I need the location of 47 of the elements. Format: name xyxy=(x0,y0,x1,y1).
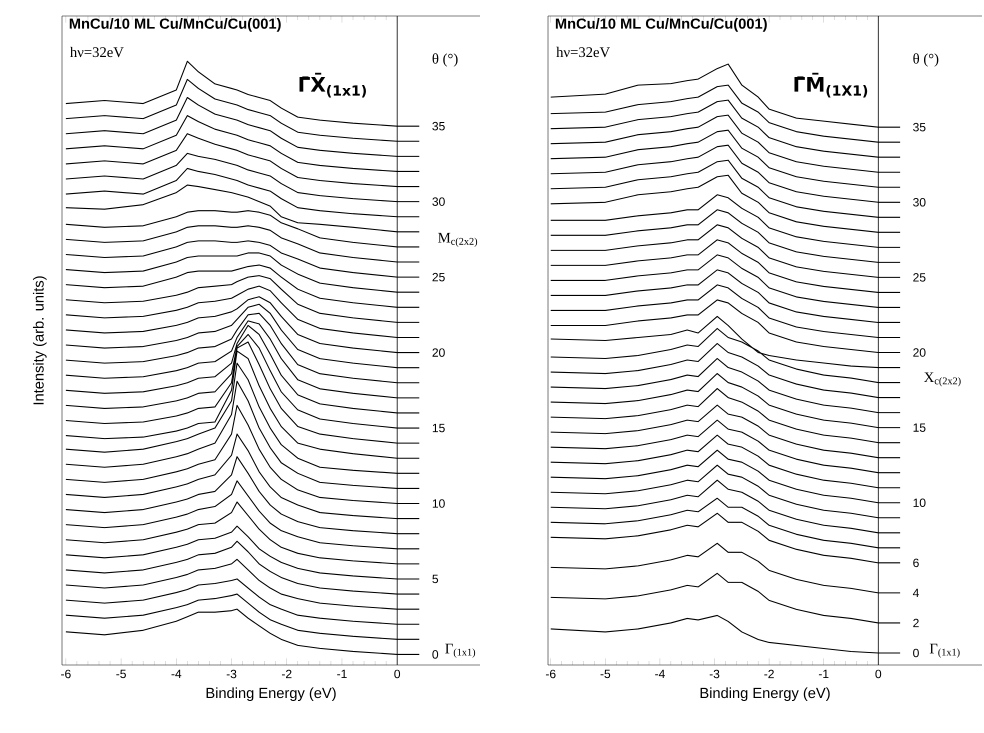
x-tick-label: -1 xyxy=(337,670,347,678)
y-tick-label: 10 xyxy=(914,498,926,508)
y-tick-label: 6 xyxy=(913,558,919,568)
x-tick-label: -2 xyxy=(764,670,774,678)
x-tick-label: -5 xyxy=(600,670,610,678)
y-tick-label: 10 xyxy=(432,499,445,508)
y-tick-label: 5 xyxy=(432,574,438,584)
annotation: Γ$_{(1x1)}$ xyxy=(445,644,476,658)
x-tick-label: -5 xyxy=(116,670,126,678)
annotation: Γ̄M̄$_{(1X1)}$ xyxy=(794,72,868,98)
chart-title: MnCu/10 ML Cu/MnCu/Cu(001) xyxy=(556,18,767,32)
x-axis-title: Binding Energy (eV) xyxy=(700,687,830,702)
chart-title: MnCu/10 ML Cu/MnCu/Cu(001) xyxy=(70,18,281,32)
y-tick-label: 2 xyxy=(913,618,919,628)
y-tick-label: 25 xyxy=(913,273,926,282)
x-tick-label: 0 xyxy=(875,670,882,678)
y-tick-label: 35 xyxy=(913,122,926,132)
y-tick-label: 30 xyxy=(432,197,445,206)
annotation: Γ̄X̄$_{(1x1)}$ xyxy=(300,72,366,98)
y-axis-title: Intensity (arb. units) xyxy=(32,276,47,404)
x-tick-label: -2 xyxy=(282,670,292,678)
y-tick-label: 15 xyxy=(914,423,926,432)
x-tick-label: -4 xyxy=(172,670,182,678)
y-tick-label: 15 xyxy=(432,424,445,432)
x-tick-label: -6 xyxy=(61,670,71,678)
y2-axis-title: θ (°) xyxy=(432,53,458,67)
y-tick-label: 35 xyxy=(432,122,445,130)
y-tick-label: 4 xyxy=(912,588,919,598)
x-tick-label: -3 xyxy=(710,670,720,678)
annotation: Γ$_{(1x1)}$ xyxy=(930,644,960,658)
y2-axis-title: θ (°) xyxy=(913,53,938,67)
y-tick-label: 30 xyxy=(913,198,926,207)
x-tick-label: -4 xyxy=(655,670,665,678)
x-tick-label: -6 xyxy=(546,670,556,678)
annotation: hν=32eV xyxy=(556,46,610,58)
x-tick-label: -1 xyxy=(818,670,828,678)
annotation: X$_{c(2x2)}$ xyxy=(924,372,961,386)
y-tick-label: 20 xyxy=(913,348,926,357)
x-tick-label: -3 xyxy=(226,670,236,678)
y-tick-label: 20 xyxy=(432,348,445,357)
annotation: M$_{c(2x2)}$ xyxy=(438,232,478,247)
y-tick-label: 25 xyxy=(432,272,445,282)
x-tick-label: 0 xyxy=(394,670,400,678)
y-tick-label: 0 xyxy=(432,650,438,659)
x-axis-title: Binding Energy (eV) xyxy=(206,687,336,702)
annotation: hν=32eV xyxy=(70,46,124,58)
y-tick-label: 0 xyxy=(913,648,919,658)
